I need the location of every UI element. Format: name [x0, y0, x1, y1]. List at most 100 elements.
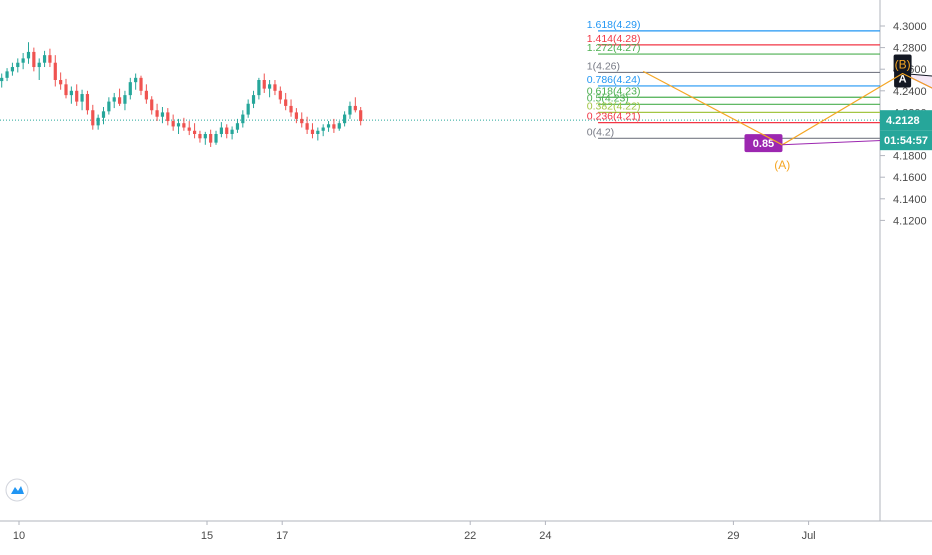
candle-body: [21, 58, 25, 63]
candle-body: [225, 127, 229, 134]
countdown-label-bg: [880, 130, 932, 151]
countdown-label: 01:54:57: [884, 135, 928, 147]
candle-body: [294, 112, 298, 119]
fib-level-label: 0.618(4.23): [587, 85, 641, 97]
fib-level-label: 1(4.26): [587, 60, 620, 72]
fib-level-label: 0.382(4.22): [587, 100, 641, 112]
candle-body: [91, 110, 95, 126]
candle-body: [134, 77, 138, 83]
candle-body: [219, 127, 223, 134]
candle-body: [241, 114, 245, 124]
price-tick-label: 4.2800: [893, 43, 927, 55]
ratio-xb-tag-bg: [744, 134, 783, 153]
candle-body: [337, 123, 341, 129]
candle-body: [187, 127, 191, 131]
candle-body: [107, 101, 111, 112]
time-tick-label: 29: [727, 530, 739, 542]
candle-body: [42, 55, 47, 63]
fib-level-label: 1.618(4.29): [587, 19, 641, 31]
point-a-tag-bg: [894, 69, 912, 88]
candle-body: [246, 103, 250, 115]
time-tick-label: 24: [539, 530, 551, 542]
candle-body: [75, 90, 79, 102]
fib-level-label: 1.272(4.27): [587, 42, 641, 54]
time-axis[interactable]: 101517222429Jul681: [13, 521, 932, 542]
candle-body: [262, 80, 266, 89]
candle-body: [37, 62, 41, 68]
candle-body: [166, 112, 170, 122]
candle-body: [326, 124, 331, 128]
candle-body: [0, 77, 4, 82]
time-tick-label: 22: [464, 530, 476, 542]
candle-body: [144, 90, 148, 100]
time-tick-label: Jul: [802, 530, 816, 542]
candle-body: [112, 97, 116, 102]
candle-body: [332, 124, 336, 129]
wave-label-b-box: [893, 54, 912, 73]
candle-body: [5, 71, 9, 78]
candle-body: [230, 129, 234, 134]
wave-label-b[interactable]: (B): [895, 58, 911, 72]
fibonacci-extension[interactable]: 1.618(4.29) 1.414(4.28)1.272(4.27) 1(4.26)…: [587, 19, 880, 139]
candle-body: [235, 123, 240, 130]
candle-body: [48, 55, 52, 63]
wave-path: [642, 70, 932, 146]
candle-body: [214, 134, 218, 143]
candle-body: [128, 82, 132, 96]
fib-level-label: 0.786(4.24): [587, 74, 641, 86]
fib-level-label: 0.5(4.23): [587, 92, 629, 104]
fib-level-label: 0(4.2): [587, 126, 614, 138]
candle-body: [257, 80, 261, 96]
price-tick-label: 4.1600: [893, 172, 927, 184]
wave-label-a[interactable]: (A): [774, 158, 790, 172]
fib-level-label: 0.236(4.21): [587, 111, 641, 123]
candle-body: [305, 123, 309, 130]
point-a-tag-text: A: [899, 74, 907, 86]
ratio-xb-tag-text: 0.85: [753, 138, 774, 150]
point-a-tag[interactable]: A: [894, 69, 912, 88]
candle-body: [273, 84, 277, 91]
candle-body: [182, 123, 186, 128]
candle-body: [53, 62, 57, 80]
candle-body: [139, 77, 143, 91]
candle-body: [117, 97, 122, 104]
tradingview-logo-icon[interactable]: [5, 478, 29, 502]
triangle-support-line: [782, 137, 932, 146]
candle-body: [316, 130, 320, 134]
candle-body: [10, 67, 15, 72]
candle-body: [69, 90, 73, 96]
time-tick-label: 17: [276, 530, 288, 542]
candle-body: [203, 134, 207, 139]
fib-level-label: 1.414(4.28): [587, 33, 641, 45]
candle-body: [150, 99, 154, 111]
price-tick-label: 4.1400: [893, 194, 927, 206]
time-tick-label: 15: [201, 530, 213, 542]
price-tick-label: 4.1200: [893, 215, 927, 227]
current-price-label: 4.2128: [886, 115, 920, 127]
candle-body: [284, 99, 288, 106]
candle-body: [64, 84, 68, 96]
candle-body: [80, 94, 84, 102]
candle-body: [348, 105, 352, 115]
candle-body: [59, 80, 63, 85]
candle-body: [278, 90, 282, 100]
price-tick-label: 4.2400: [893, 86, 927, 98]
candle-body: [268, 84, 272, 89]
elliott-wave[interactable]: (A)(B)(C)(D)(E): [642, 54, 932, 172]
candle-body: [353, 105, 357, 111]
candle-body: [96, 117, 100, 126]
candle-body: [171, 121, 175, 127]
candle-body: [176, 123, 181, 127]
candle-body: [251, 95, 256, 104]
price-axis-labels: 4.2128 01:54:57: [880, 110, 932, 151]
candle-body: [155, 110, 159, 117]
ratio-xb-tag[interactable]: 0.85: [744, 134, 783, 153]
candle-body: [123, 95, 127, 104]
candle-body: [198, 134, 202, 139]
candles-group: [0, 42, 363, 147]
candle-body: [209, 134, 213, 143]
candle-body: [192, 130, 197, 134]
